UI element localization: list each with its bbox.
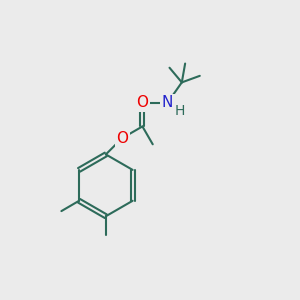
Text: N: N bbox=[162, 95, 173, 110]
Text: O: O bbox=[136, 95, 148, 110]
Text: H: H bbox=[175, 104, 185, 118]
Text: O: O bbox=[116, 131, 128, 146]
